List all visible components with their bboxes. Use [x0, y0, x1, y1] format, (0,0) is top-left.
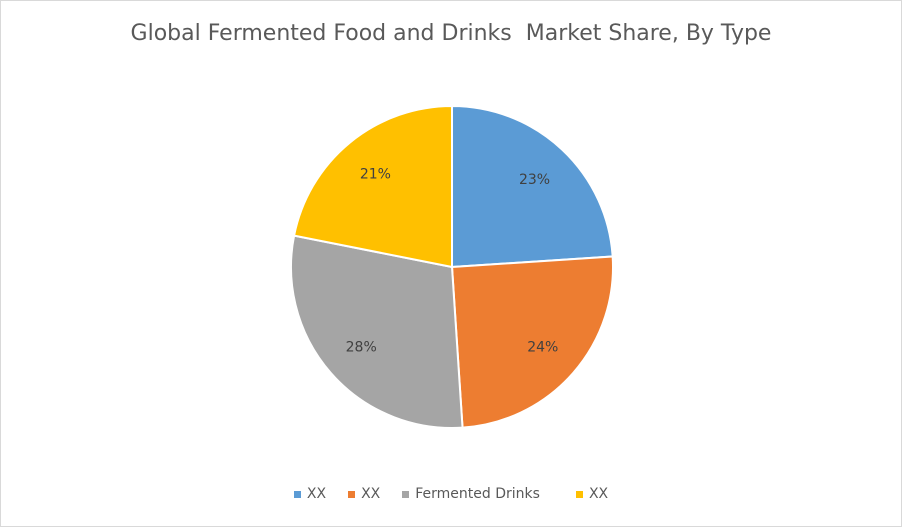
pie-slice — [290, 234, 464, 429]
legend-label: XX — [588, 486, 609, 502]
legend-label: XX — [306, 486, 327, 502]
pie-slice — [292, 104, 453, 269]
legend: XX XX Fermented Drinks XX — [1, 486, 901, 502]
legend-item: XX — [293, 486, 327, 502]
legend-swatch — [402, 490, 410, 498]
legend-label: Fermented Drinks — [415, 486, 540, 502]
pie-slice — [450, 255, 614, 429]
legend-item: XX — [348, 486, 380, 502]
chart-title: Global Fermented Food and Drinks Market … — [130, 21, 772, 46]
data-label: 21% — [360, 167, 391, 183]
legend-swatch — [293, 490, 301, 498]
legend-item: Fermented Drinks — [402, 486, 540, 502]
legend-label: XX — [361, 486, 381, 502]
legend-swatch — [575, 490, 583, 498]
legend-swatch — [348, 490, 356, 498]
data-label: 28% — [346, 340, 377, 356]
data-label: 23% — [519, 172, 550, 188]
legend-item: XX — [575, 486, 609, 502]
pie-slice — [451, 104, 614, 269]
data-label: 24% — [527, 340, 558, 356]
